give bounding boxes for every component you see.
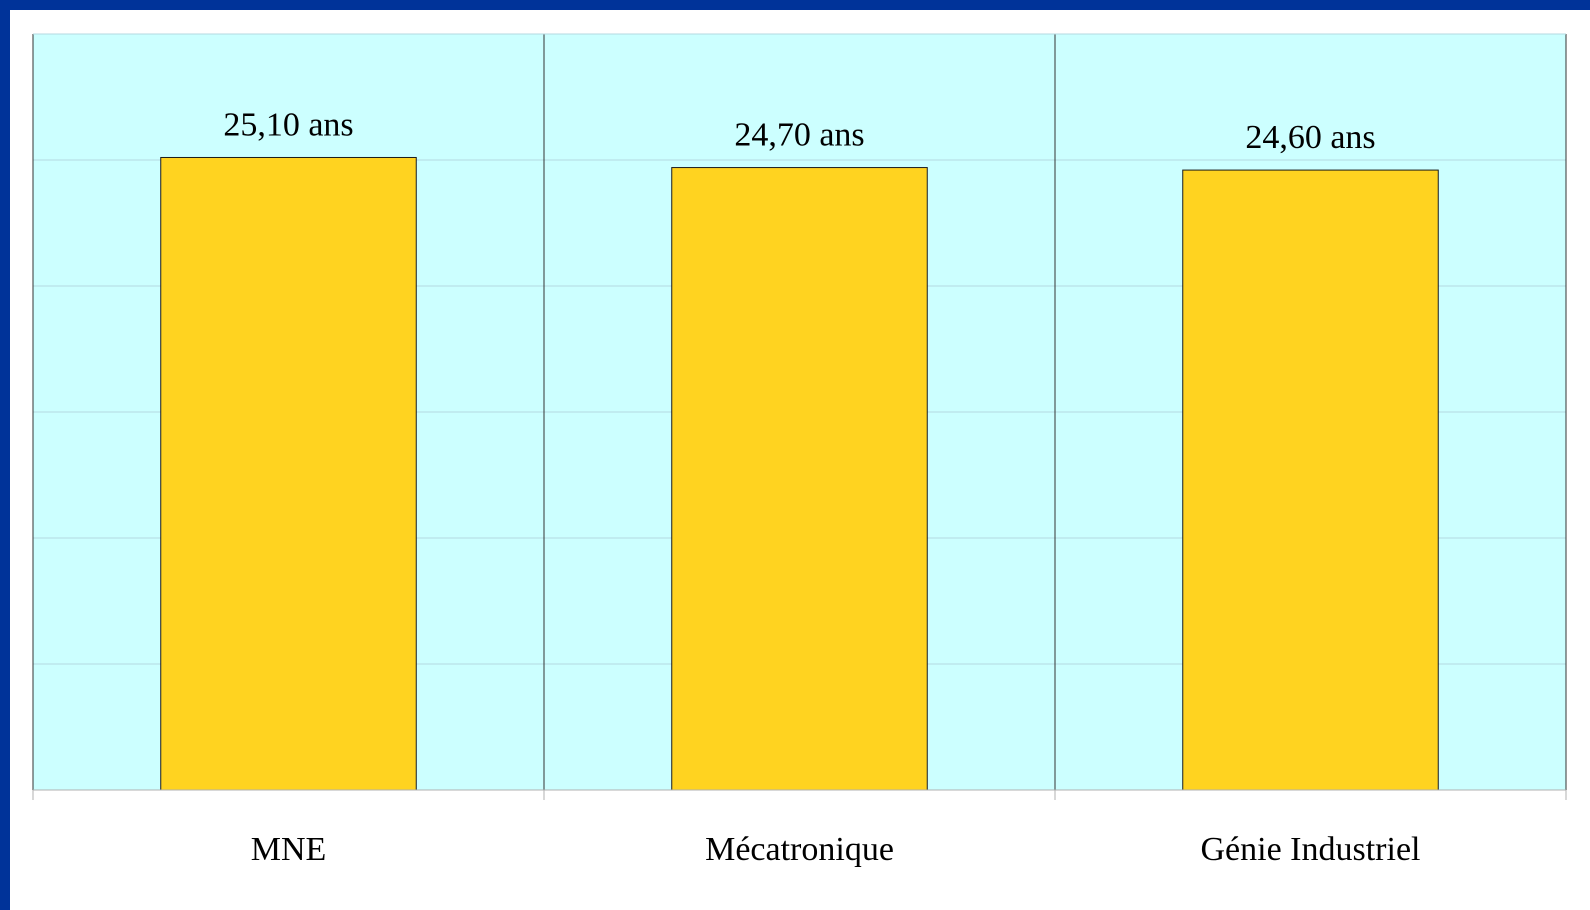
category-label: Génie Industriel: [1201, 831, 1421, 868]
data-label: 24,70 ans: [734, 117, 864, 154]
category-dividers: [32, 33, 1567, 790]
data-label: 25,10 ans: [223, 106, 353, 143]
bar: [1182, 169, 1439, 791]
bar: [160, 156, 417, 791]
x-axis: [32, 789, 1567, 800]
bars: [160, 156, 1439, 791]
data-label: 24,60 ans: [1245, 119, 1375, 156]
bar-chart: 25,10 ans 24,70 ans 24,60 ans MNE Mécatroni…: [32, 33, 1567, 868]
category-labels: MNE Mécatronique Génie Industriel: [251, 831, 1421, 868]
bar: [671, 167, 928, 791]
data-labels: 25,10 ans 24,70 ans 24,60 ans: [223, 106, 1375, 156]
category-label: Mécatronique: [705, 831, 894, 868]
category-label: MNE: [251, 831, 327, 868]
